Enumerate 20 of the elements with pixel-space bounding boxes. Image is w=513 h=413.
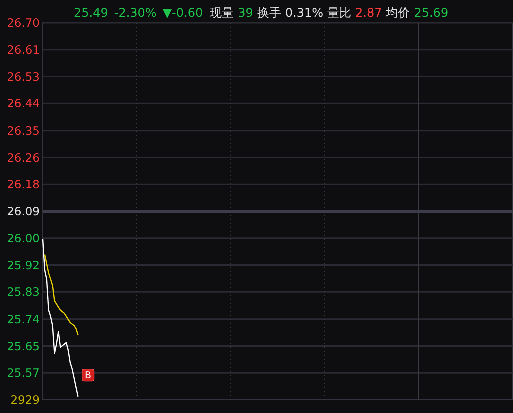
- y-tick-label: 25.92: [7, 258, 40, 272]
- line-series: [42, 238, 79, 398]
- y-tick-label: 26.61: [7, 42, 40, 57]
- y-tick-label: 25.65: [7, 339, 40, 354]
- y-tick-label: 25.57: [7, 366, 40, 380]
- chart-subtitle: 现量 39 换手 0.31% 量比 2.87 均价 25.69: [210, 6, 449, 20]
- text: 2929: [10, 393, 40, 408]
- y-tick-label: 26.70: [7, 16, 40, 30]
- y-tick-label: 26.35: [7, 124, 40, 138]
- y-tick-label: 26.26: [7, 150, 40, 165]
- y-tick-label: 26.09: [7, 204, 40, 219]
- y-tick-label: 26.18: [7, 178, 40, 192]
- annotation: B: [85, 370, 92, 382]
- y-tick-label: 25.83: [7, 285, 40, 300]
- y-tick-label: 26.53: [7, 70, 40, 84]
- y-tick-label: 25.74: [7, 312, 40, 326]
- line-series: [44, 254, 79, 336]
- chart-title: 25.49 -2.30% ▼-0.60: [74, 6, 204, 20]
- y-tick-label: 26.44: [7, 96, 40, 111]
- y-tick-label: 26.00: [7, 231, 40, 246]
